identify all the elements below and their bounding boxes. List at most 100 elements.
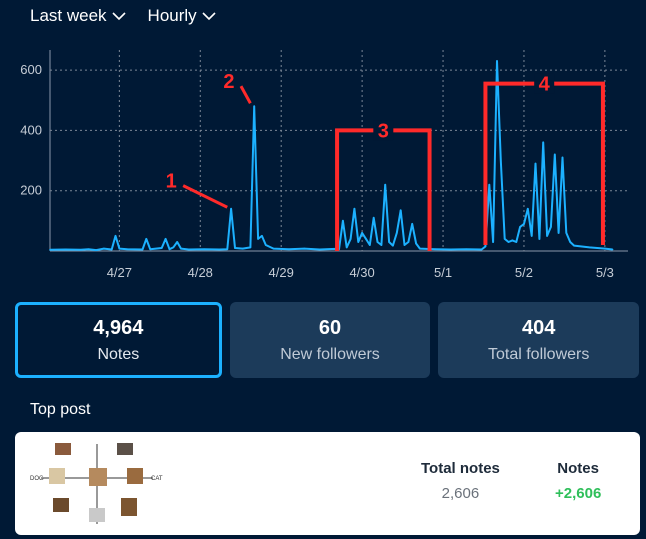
filter-bar: Last week Hourly — [30, 6, 216, 26]
data-point — [403, 244, 406, 246]
stats-row: 4,964 Notes 60 New followers 404 Total f… — [15, 302, 640, 378]
data-point — [492, 241, 494, 243]
data-point — [530, 235, 533, 237]
metric-value: 2,606 — [441, 485, 480, 502]
notes-metric: Notes +2,606 — [555, 460, 601, 502]
data-point — [168, 248, 171, 250]
data-point — [484, 245, 487, 248]
data-point — [87, 248, 90, 250]
data-point — [257, 238, 259, 240]
data-point — [523, 223, 525, 225]
post-thumbnail[interactable]: DOG CAT — [27, 442, 167, 526]
data-point — [411, 223, 414, 225]
stat-value: 60 — [318, 316, 342, 339]
metric-label: Notes — [557, 460, 599, 477]
interval-dropdown[interactable]: Hourly — [148, 6, 216, 26]
data-point — [141, 248, 144, 251]
pet-photo — [127, 468, 143, 484]
data-point — [218, 248, 221, 251]
data-point — [357, 241, 360, 243]
data-point — [434, 248, 437, 250]
data-point — [172, 246, 175, 249]
annotation-arrow — [239, 85, 252, 104]
pet-photo — [89, 508, 105, 522]
data-point — [419, 247, 421, 250]
pet-photo — [117, 443, 133, 455]
thumb-label-dog: DOG — [30, 476, 44, 482]
data-point — [538, 238, 541, 240]
data-point — [534, 162, 537, 165]
data-point — [503, 238, 506, 240]
data-point — [272, 247, 275, 250]
annotation-label: 1 — [166, 171, 177, 193]
data-point — [349, 238, 352, 240]
data-point — [569, 241, 571, 243]
data-point — [160, 247, 163, 249]
data-point — [118, 247, 121, 250]
data-point — [384, 183, 387, 186]
annotation-label: 4 — [539, 74, 551, 96]
data-point — [519, 226, 521, 228]
chevron-down-icon — [111, 11, 126, 20]
x-tick-label: 5/1 — [434, 265, 452, 280]
stat-label: New followers — [280, 345, 380, 363]
y-tick-label: 200 — [20, 183, 42, 198]
y-tick-label: 400 — [20, 122, 42, 137]
x-tick-label: 4/29 — [269, 265, 294, 280]
data-point — [542, 141, 545, 144]
range-label: Last week — [30, 6, 107, 25]
notes-chart[interactable]: 200 400 600 4/27 4/28 4/29 4/30 5/1 5/2 5/3 1 2 3 4 — [0, 40, 646, 290]
data-point — [388, 241, 390, 243]
data-point — [234, 247, 236, 249]
data-point — [241, 247, 244, 250]
data-point — [361, 232, 363, 234]
stat-card-notes[interactable]: 4,964 Notes — [15, 302, 222, 378]
data-point — [253, 105, 256, 108]
data-point — [611, 248, 614, 251]
data-point — [114, 235, 117, 237]
stat-label: Total followers — [487, 345, 590, 363]
x-tick-label: 4/27 — [107, 265, 132, 280]
metric-label: Total notes — [421, 460, 500, 477]
data-point — [145, 238, 148, 240]
data-point — [376, 241, 379, 243]
data-point — [176, 241, 178, 243]
notes-series-line — [49, 60, 613, 252]
annotation-label-bg — [534, 73, 555, 94]
data-point — [261, 235, 263, 237]
data-point — [580, 245, 583, 248]
data-point — [126, 248, 128, 250]
top-post-card[interactable]: DOG CAT Total notes 2,606 Notes +2,606 — [15, 432, 640, 535]
data-point — [318, 248, 321, 251]
data-point — [527, 207, 529, 210]
data-point — [573, 244, 575, 247]
data-point — [396, 232, 398, 234]
y-tick-label: 600 — [20, 62, 42, 77]
stat-value: 404 — [521, 316, 556, 339]
data-point — [596, 247, 598, 249]
stat-card-total-followers[interactable]: 404 Total followers — [438, 302, 640, 378]
total-notes-metric: Total notes 2,606 — [421, 460, 500, 502]
range-dropdown[interactable]: Last week — [30, 6, 126, 26]
data-point — [372, 217, 375, 219]
stat-card-new-followers[interactable]: 60 New followers — [229, 302, 431, 378]
annotation-label-bg — [373, 120, 394, 141]
data-point — [149, 248, 151, 250]
data-point — [515, 241, 518, 243]
pet-photo — [121, 498, 137, 516]
data-point — [49, 248, 51, 251]
data-point — [415, 242, 417, 245]
x-tick-label: 5/2 — [515, 265, 533, 280]
x-tick-label: 4/28 — [188, 265, 213, 280]
data-point — [561, 156, 564, 159]
data-point — [342, 220, 344, 222]
data-point — [480, 248, 483, 251]
data-point — [203, 248, 205, 250]
data-point — [110, 248, 113, 251]
data-point — [550, 226, 552, 228]
data-point — [507, 241, 510, 243]
chevron-down-icon — [202, 11, 216, 20]
data-point — [392, 244, 394, 247]
data-point — [288, 248, 290, 250]
data-point — [588, 246, 591, 249]
